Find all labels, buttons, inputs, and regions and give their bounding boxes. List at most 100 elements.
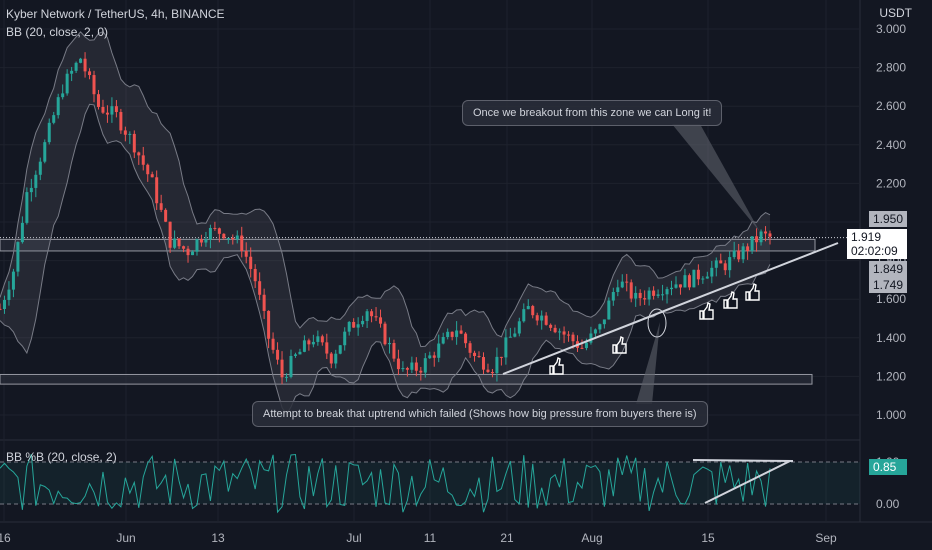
candle-body: [598, 324, 602, 330]
bbp-legend[interactable]: BB %B (20, close, 2): [6, 450, 117, 464]
candle-body: [141, 155, 145, 165]
candle-body: [213, 227, 217, 229]
candle-body: [387, 343, 391, 345]
candle-body: [468, 343, 472, 353]
candle-body: [705, 276, 709, 279]
candle-body: [173, 238, 177, 248]
candle-body: [647, 290, 651, 300]
candle-body: [719, 260, 723, 264]
candle-body: [320, 336, 324, 343]
thumbs-up-icon: [612, 335, 627, 354]
candle-body: [11, 271, 15, 290]
candle-body: [661, 294, 665, 296]
candle-body: [674, 284, 678, 288]
symbol-legend[interactable]: Kyber Network / TetherUS, 4h, BINANCE: [6, 7, 225, 21]
candle-body: [643, 298, 647, 300]
candle-body: [329, 353, 333, 364]
candle-body: [370, 311, 374, 317]
zone-bottom-label: 1.749: [869, 277, 907, 293]
countdown-label: 02:02:09: [847, 243, 907, 259]
candle-body: [132, 133, 136, 153]
candle-body: [249, 256, 253, 269]
candle-body: [293, 354, 297, 356]
candle-body: [379, 317, 383, 324]
breakout-callout[interactable]: Once we breakout from this zone we can L…: [462, 100, 723, 126]
candle-body: [307, 340, 311, 345]
candle-body: [61, 93, 65, 98]
x-tick-label: 15: [701, 531, 715, 545]
failed-break-callout[interactable]: Attempt to break that uptrend which fail…: [252, 401, 708, 427]
candle-body: [105, 112, 109, 115]
candle-body: [701, 278, 705, 280]
candle-body: [629, 282, 633, 299]
candle-body: [231, 238, 235, 240]
candle-body: [43, 142, 47, 162]
candle-body: [70, 70, 74, 74]
candle-body: [535, 315, 539, 321]
candle-body: [222, 233, 226, 239]
candle-body: [634, 292, 638, 299]
candle-body: [746, 246, 750, 251]
candle-body: [110, 106, 114, 115]
candle-body: [96, 94, 100, 107]
y-tick-label: 2.800: [876, 61, 906, 75]
candle-body: [289, 355, 293, 377]
candle-body: [414, 362, 418, 371]
candle-body: [343, 331, 347, 346]
candle-body: [226, 238, 230, 240]
candle-body: [531, 306, 535, 316]
candle-body: [401, 368, 405, 370]
candle-body: [262, 294, 266, 311]
resistance-zone: [0, 238, 816, 252]
zone-top-label: 1.950: [869, 211, 907, 227]
candle-body: [687, 275, 691, 288]
candle-body: [723, 263, 727, 271]
candle-body: [253, 268, 257, 282]
candle-body: [464, 333, 468, 344]
candle-body: [316, 336, 320, 342]
candle-body: [204, 239, 208, 243]
x-tick-label: 13: [211, 531, 225, 545]
candle-body: [302, 340, 306, 352]
y-tick-label: 2.600: [876, 99, 906, 113]
candles-layer: [0, 52, 772, 385]
candle-body: [334, 353, 338, 364]
bb-legend[interactable]: BB (20, close, 2, 0): [6, 25, 109, 39]
y-tick-label: 1.000: [876, 408, 906, 422]
x-tick-label: Sep: [815, 531, 837, 545]
x-tick-label: 16: [0, 531, 11, 545]
currency-label: USDT: [879, 6, 912, 20]
candle-body: [759, 231, 763, 243]
candle-body: [396, 358, 400, 370]
candle-body: [562, 331, 566, 335]
thumb-shape: [745, 282, 760, 301]
candle-body: [768, 233, 772, 237]
current-price-label: 1.919: [847, 229, 907, 245]
candle-body: [446, 331, 450, 338]
candle-body: [285, 376, 289, 378]
candle-body: [499, 356, 503, 358]
candle-body: [490, 372, 494, 374]
uptrend-line: [502, 242, 839, 375]
candle-body: [74, 62, 78, 71]
candle-body: [325, 342, 329, 354]
candle-body: [155, 177, 159, 204]
y-tick-label: 1.200: [876, 369, 906, 383]
candle-body: [513, 333, 517, 337]
candle-body: [589, 333, 593, 343]
bbp-top-line: [692, 459, 794, 462]
candle-body: [611, 292, 615, 301]
candle-body: [146, 164, 150, 175]
candle-body: [361, 320, 365, 325]
candle-body: [764, 231, 768, 234]
candle-body: [481, 357, 485, 370]
candle-body: [164, 209, 168, 222]
bbp-trend-line: [704, 460, 791, 504]
candle-body: [656, 294, 660, 296]
support-zone: [0, 373, 813, 385]
candle-body: [182, 246, 186, 249]
candle-body: [728, 257, 732, 271]
drawings-layer: [502, 124, 839, 404]
candle-body: [150, 174, 154, 178]
